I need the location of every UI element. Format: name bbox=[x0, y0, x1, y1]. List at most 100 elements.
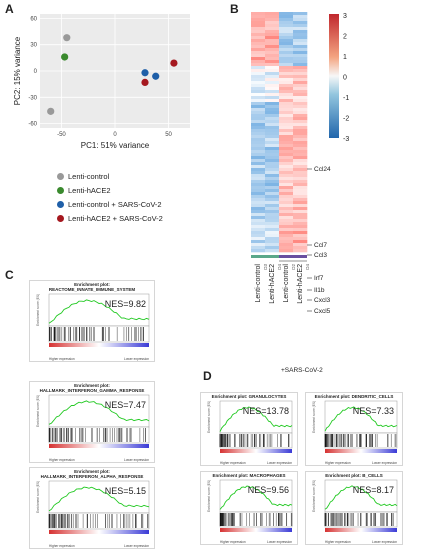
heatmap-cell bbox=[265, 174, 280, 178]
pca-xtick-label: -50 bbox=[57, 132, 66, 138]
heatmap-cell bbox=[293, 21, 308, 25]
heatmap-cell bbox=[265, 237, 280, 241]
pca-ytick-label: 0 bbox=[34, 69, 38, 75]
heatmap-cell bbox=[279, 114, 294, 118]
heatmap-cell bbox=[293, 141, 308, 145]
legend-swatch bbox=[57, 201, 64, 208]
gsea-rank-gradient bbox=[325, 449, 397, 453]
heatmap-cell bbox=[279, 21, 294, 25]
heatmap-cell bbox=[279, 30, 294, 34]
heatmap-cell bbox=[265, 246, 280, 250]
heatmap-cell bbox=[265, 90, 280, 94]
heatmap-cell bbox=[279, 174, 294, 178]
gsea-enrichment-plot: Enrichment plot: DENDRITIC_CELLS Enrichme… bbox=[305, 392, 403, 466]
gene-label: Ccl3 bbox=[314, 252, 327, 259]
heatmap-cell bbox=[265, 180, 280, 184]
heatmap-cell bbox=[279, 33, 294, 37]
legend-item: Lenti-hACE2 + SARS-CoV-2 bbox=[57, 214, 163, 223]
heatmap-cell bbox=[251, 96, 266, 100]
heatmap-cell bbox=[293, 234, 308, 238]
heatmap-cell bbox=[265, 27, 280, 31]
heatmap-cell bbox=[251, 48, 266, 52]
heatmap-cell bbox=[265, 30, 280, 34]
heatmap-cell bbox=[279, 222, 294, 226]
gsea-nes-label: NES=7.47 bbox=[105, 400, 146, 410]
heatmap-cell bbox=[251, 132, 266, 136]
heatmap-cell bbox=[279, 72, 294, 76]
heatmap-cell bbox=[293, 213, 308, 217]
heatmap-cell bbox=[251, 222, 266, 226]
heatmap-cell bbox=[293, 48, 308, 52]
heatmap-cell bbox=[293, 162, 308, 166]
heatmap-cell bbox=[251, 135, 266, 139]
gsea-higher-label: Higher expression bbox=[220, 461, 246, 465]
heatmap-cell bbox=[251, 93, 266, 97]
heatmap-cell bbox=[265, 75, 280, 79]
heatmap-cell bbox=[279, 243, 294, 247]
panel-label-c: C bbox=[5, 268, 14, 282]
heatmap-cell bbox=[279, 213, 294, 217]
heatmap-cell bbox=[293, 108, 308, 112]
heatmap-cell bbox=[279, 153, 294, 157]
heatmap-cell bbox=[279, 156, 294, 160]
group-bar-control bbox=[251, 255, 279, 258]
gsea-es-area bbox=[48, 394, 150, 428]
gsea-nes-label: NES=5.15 bbox=[105, 486, 146, 496]
gsea-enrichment-plot: Enrichment plot:HALLMARK_INTERFERON_ALPH… bbox=[29, 467, 155, 549]
heatmap-cell bbox=[279, 177, 294, 181]
heatmap-cell bbox=[265, 39, 280, 43]
heatmap-cell bbox=[279, 165, 294, 169]
heatmap-cell bbox=[265, 120, 280, 124]
legend-label: Lenti-control bbox=[68, 172, 110, 181]
gsea-ylabel: Enrichment score (ES) bbox=[36, 395, 40, 427]
heatmap-cell bbox=[279, 210, 294, 214]
heatmap-cell bbox=[293, 156, 308, 160]
heatmap-cell bbox=[251, 237, 266, 241]
heatmap-cell bbox=[251, 216, 266, 220]
heatmap-cell bbox=[279, 168, 294, 172]
gene-label: Irf7 bbox=[314, 275, 324, 282]
heatmap-cell bbox=[251, 15, 266, 19]
heatmap-cell bbox=[279, 201, 294, 205]
heatmap-cell bbox=[279, 15, 294, 19]
gsea-lower-label: Lower expression bbox=[267, 461, 292, 465]
heatmap-cell bbox=[251, 156, 266, 160]
heatmap-cell bbox=[251, 234, 266, 238]
heatmap-cell bbox=[265, 228, 280, 232]
heatmap-cell bbox=[279, 48, 294, 52]
heatmap-cell bbox=[279, 207, 294, 211]
gsea-es-area bbox=[48, 480, 150, 514]
heatmap-cell bbox=[279, 108, 294, 112]
heatmap-cell bbox=[293, 96, 308, 100]
heatmap-cell bbox=[279, 45, 294, 49]
heatmap-cell bbox=[251, 45, 266, 49]
heatmap-cell bbox=[265, 117, 280, 121]
heatmap-cell bbox=[293, 27, 308, 31]
heatmap-cell bbox=[279, 105, 294, 109]
heatmap-cell bbox=[279, 39, 294, 43]
heatmap-cell bbox=[279, 51, 294, 55]
heatmap-cell bbox=[293, 81, 308, 85]
gsea-hits-area bbox=[48, 426, 150, 444]
heatmap-cell bbox=[251, 78, 266, 82]
heatmap-cell bbox=[279, 225, 294, 229]
heatmap-cell bbox=[293, 150, 308, 154]
gsea-title: Enrichment plot: bbox=[74, 383, 110, 388]
heatmap-cell bbox=[251, 207, 266, 211]
heatmap-cell bbox=[293, 90, 308, 94]
gsea-es-curve bbox=[48, 400, 150, 425]
colorbar-tick-label: 1 bbox=[343, 54, 347, 61]
heatmap-cell bbox=[251, 162, 266, 166]
gsea-ylabel: Enrichment score (ES) bbox=[36, 294, 40, 326]
heatmap-cell bbox=[293, 57, 308, 61]
heatmap-cell bbox=[279, 111, 294, 115]
heatmap-cell bbox=[265, 171, 280, 175]
gsea-lower-label: Lower expression bbox=[124, 357, 149, 361]
heatmap-cell bbox=[279, 198, 294, 202]
heatmap-cell bbox=[265, 99, 280, 103]
heatmap-cell bbox=[251, 90, 266, 94]
heatmap-column-label: Lenti-control bbox=[255, 264, 262, 303]
heatmap-cell bbox=[251, 84, 266, 88]
heatmap-cell bbox=[251, 153, 266, 157]
gsea-es-area bbox=[324, 479, 398, 513]
